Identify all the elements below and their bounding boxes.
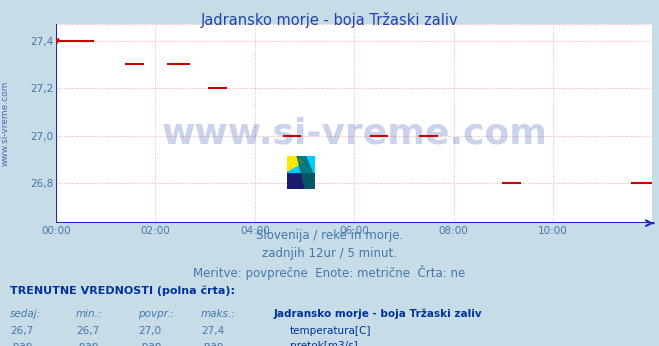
Text: Meritve: povprečne  Enote: metrične  Črta: ne: Meritve: povprečne Enote: metrične Črta:… bbox=[193, 265, 466, 280]
Text: TRENUTNE VREDNOSTI (polna črta):: TRENUTNE VREDNOSTI (polna črta): bbox=[10, 285, 235, 296]
Polygon shape bbox=[287, 172, 315, 189]
Text: -nan: -nan bbox=[201, 341, 224, 346]
Text: 26,7: 26,7 bbox=[10, 326, 33, 336]
Polygon shape bbox=[287, 156, 315, 172]
Text: Jadransko morje - boja Tržaski zaliv: Jadransko morje - boja Tržaski zaliv bbox=[201, 12, 458, 28]
Text: Slovenija / reke in morje.: Slovenija / reke in morje. bbox=[256, 229, 403, 242]
Text: pretok[m3/s]: pretok[m3/s] bbox=[290, 341, 358, 346]
Polygon shape bbox=[299, 156, 315, 172]
Text: 27,4: 27,4 bbox=[201, 326, 224, 336]
Text: 26,7: 26,7 bbox=[76, 326, 99, 336]
Text: -nan: -nan bbox=[76, 341, 99, 346]
Polygon shape bbox=[287, 156, 315, 172]
Text: www.si-vreme.com: www.si-vreme.com bbox=[161, 117, 547, 151]
Text: maks.:: maks.: bbox=[201, 309, 236, 319]
Text: -nan: -nan bbox=[10, 341, 33, 346]
Text: Jadransko morje - boja Tržaski zaliv: Jadransko morje - boja Tržaski zaliv bbox=[273, 309, 482, 319]
Text: -nan: -nan bbox=[138, 341, 161, 346]
Text: povpr.:: povpr.: bbox=[138, 309, 174, 319]
Text: temperatura[C]: temperatura[C] bbox=[290, 326, 372, 336]
Text: min.:: min.: bbox=[76, 309, 102, 319]
Text: zadnjih 12ur / 5 minut.: zadnjih 12ur / 5 minut. bbox=[262, 247, 397, 260]
Text: sedaj:: sedaj: bbox=[10, 309, 41, 319]
Polygon shape bbox=[297, 156, 315, 189]
Polygon shape bbox=[287, 156, 315, 172]
Text: www.si-vreme.com: www.si-vreme.com bbox=[1, 80, 10, 165]
Text: 27,0: 27,0 bbox=[138, 326, 161, 336]
